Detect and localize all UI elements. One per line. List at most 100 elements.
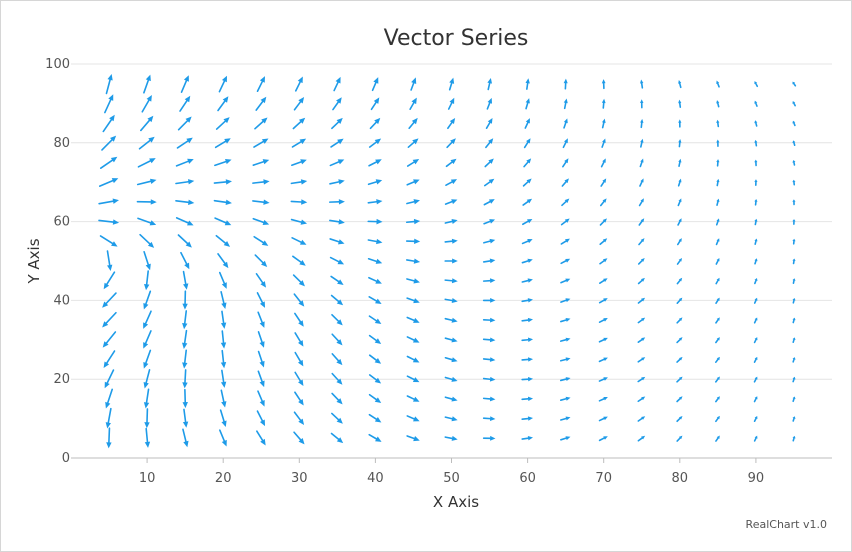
vector-arrow <box>598 377 608 382</box>
vector-arrow <box>638 238 645 246</box>
vector-arrow <box>522 178 532 187</box>
vector-arrow <box>368 433 382 442</box>
vector-arrow <box>676 356 683 363</box>
x-tick-label: 50 <box>443 471 460 486</box>
vector-arrow <box>333 76 341 92</box>
vector-arrow <box>792 357 796 363</box>
vector-arrow <box>447 117 456 130</box>
vector-arrow <box>482 278 496 284</box>
y-tick-label: 60 <box>53 215 70 230</box>
vector-arrow <box>637 435 646 442</box>
vector-arrow <box>175 199 195 205</box>
vector-arrow <box>294 371 304 387</box>
vector-arrow <box>792 416 796 422</box>
vector-arrow <box>175 217 194 226</box>
vector-arrow <box>140 115 154 132</box>
vector-arrow <box>640 118 644 129</box>
vector-arrow <box>138 136 155 150</box>
vector-arrow <box>715 415 720 423</box>
vector-arrow <box>676 257 683 265</box>
vector-arrow <box>754 238 758 245</box>
vector-arrow <box>678 119 682 128</box>
vector-arrow <box>792 238 796 245</box>
vector-arrow <box>368 393 382 404</box>
vector-arrow <box>716 159 720 167</box>
vector-arrow <box>677 218 682 226</box>
vector-arrow <box>254 254 268 267</box>
vector-arrow <box>482 376 496 382</box>
vector-arrow <box>105 388 114 409</box>
vector-arrow <box>444 416 458 422</box>
vector-arrow <box>257 331 265 348</box>
vector-arrow <box>598 357 608 363</box>
vector-arrow <box>254 117 268 130</box>
vector-arrow <box>293 97 305 111</box>
vector-arrow <box>102 114 115 133</box>
vector-arrow <box>525 98 530 110</box>
vector-arrow <box>256 76 265 93</box>
vector-arrow <box>753 356 758 363</box>
vector-arrow <box>252 159 270 166</box>
vector-arrow <box>444 396 458 402</box>
vector-arrow <box>716 198 720 206</box>
vector-arrow <box>444 317 458 323</box>
vector-arrow <box>560 238 570 245</box>
vector-arrow <box>482 317 496 323</box>
vector-arrow <box>521 239 533 245</box>
vector-arrow <box>293 411 305 425</box>
vector-arrow <box>253 138 269 148</box>
vector-arrow <box>218 75 227 93</box>
vector-arrow <box>252 179 270 185</box>
vector-arrow <box>98 178 119 187</box>
vector-arrow <box>368 315 382 325</box>
vector-arrow <box>600 158 606 168</box>
vector-arrow <box>524 118 530 129</box>
vector-arrow <box>103 271 116 290</box>
vector-arrow <box>331 333 343 346</box>
vector-arrow <box>368 354 382 364</box>
vector-arrow <box>143 388 150 409</box>
vector-arrow <box>678 158 682 167</box>
vector-arrow <box>560 318 571 323</box>
vector-arrow <box>716 139 720 147</box>
vector-arrow <box>99 235 118 247</box>
vector-arrow <box>715 356 720 363</box>
vector-arrow <box>715 238 720 246</box>
vector-arrow <box>715 435 720 442</box>
vector-arrow <box>176 137 193 149</box>
vector-arrow <box>678 80 682 89</box>
vector-arrow <box>406 278 420 284</box>
vector-arrow <box>104 369 115 389</box>
vector-arrow <box>220 291 227 309</box>
vector-arrow <box>676 396 683 403</box>
vector-arrow <box>521 436 534 441</box>
vector-arrow <box>521 357 534 362</box>
vector-arrow <box>218 271 227 289</box>
vector-arrow <box>485 118 493 129</box>
vector-arrow <box>753 435 758 442</box>
vector-arrow <box>102 331 117 348</box>
vector-arrow <box>368 374 382 384</box>
vector-arrow <box>482 357 496 362</box>
vector-arrow <box>482 337 496 343</box>
vector-arrow <box>106 427 112 449</box>
vector-arrow <box>521 317 534 323</box>
vector-arrow <box>408 117 418 130</box>
x-tick-label: 10 <box>139 471 156 486</box>
vector-arrow <box>290 218 308 225</box>
vector-arrow <box>676 337 683 344</box>
vector-arrow <box>678 99 682 108</box>
vector-arrow <box>330 275 344 285</box>
vector-arrow <box>182 349 188 369</box>
vector-arrow <box>220 330 227 349</box>
vector-arrow <box>99 156 118 170</box>
vector-arrow <box>177 234 192 248</box>
vector-arrow <box>370 97 380 111</box>
vector-arrow <box>220 369 227 388</box>
vector-arrow <box>483 219 496 225</box>
vector-arrow <box>180 75 189 93</box>
vector-arrow <box>144 427 151 448</box>
vector-arrow <box>561 178 569 187</box>
vector-arrow <box>102 311 117 328</box>
